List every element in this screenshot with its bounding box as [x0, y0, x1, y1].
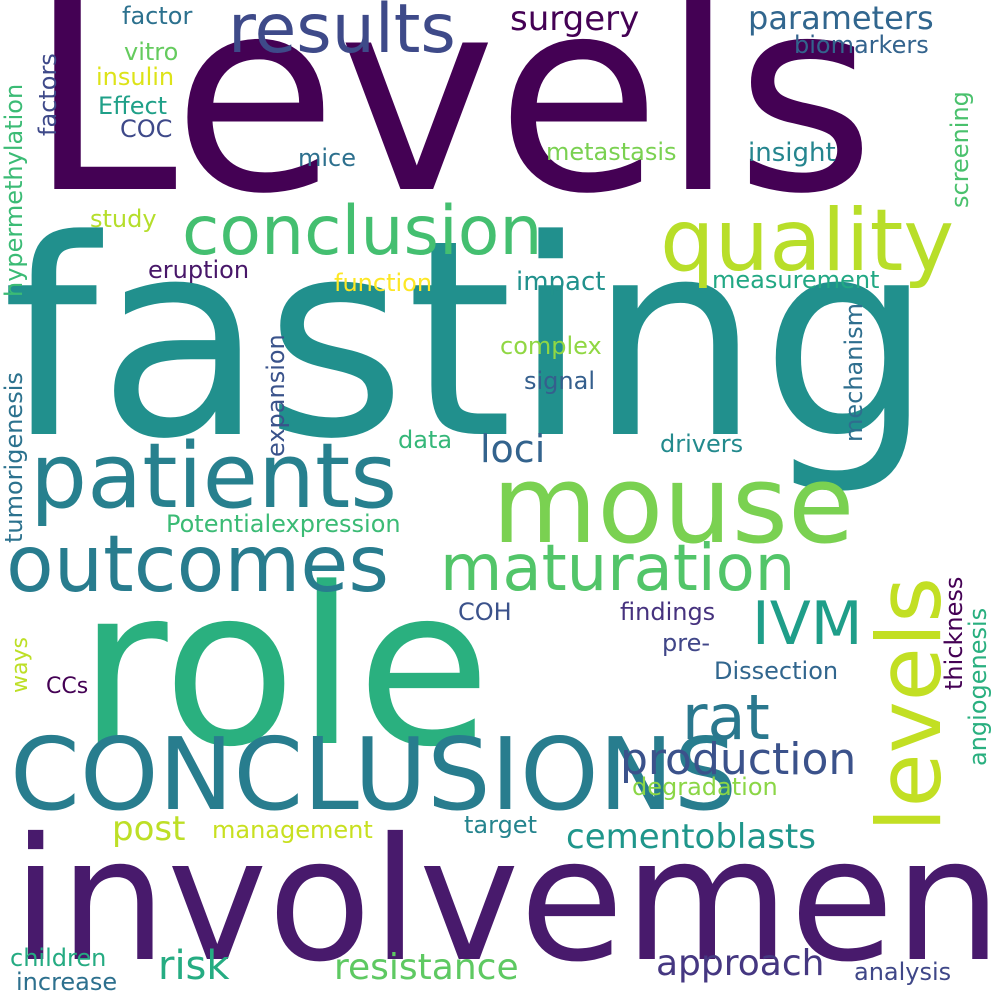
word-signal: signal	[524, 367, 595, 395]
word-mouse: mouse	[492, 443, 855, 568]
word-angiogenesis: angiogenesis	[964, 607, 992, 766]
word-results: results	[228, 0, 456, 69]
word-expansion: expansion	[262, 334, 290, 457]
word-mice: mice	[298, 144, 357, 172]
word-resistance: resistance	[334, 947, 519, 988]
word-metastasis: metastasis	[546, 138, 677, 166]
word-approach: approach	[656, 943, 825, 984]
word-screening: screening	[946, 91, 974, 208]
word-parameters: parameters	[748, 0, 934, 37]
word-coc: COC	[120, 115, 173, 143]
word-analysis: analysis	[854, 958, 952, 986]
word-involvement: involvement	[12, 802, 1000, 1000]
word-outcomes: outcomes	[6, 520, 389, 610]
word-cementoblasts: cementoblasts	[566, 817, 816, 857]
word-ways: ways	[8, 637, 33, 693]
word-management: management	[212, 816, 373, 844]
word-quality: quality	[660, 191, 955, 291]
word-data: data	[398, 426, 453, 454]
word-mechanism: mechanism	[840, 302, 868, 442]
word-rat: rat	[682, 681, 770, 754]
word-children: children	[10, 944, 107, 972]
word-findings: findings	[620, 598, 716, 626]
word-post: post	[112, 809, 186, 849]
word-role: role	[78, 542, 491, 795]
word-maturation: maturation	[440, 532, 796, 606]
word-risk: risk	[158, 943, 230, 989]
word-eruption: eruption	[148, 256, 250, 284]
word-biomarkers: biomarkers	[794, 31, 929, 59]
word-pre: pre-	[662, 629, 710, 657]
word-degradation: degradation	[632, 773, 778, 801]
word-conclusion: conclusion	[182, 192, 543, 271]
word-increase: increase	[16, 968, 118, 996]
word-loci: loci	[480, 427, 546, 471]
word-coh: COH	[458, 598, 512, 626]
word-ccs: CCs	[46, 674, 89, 699]
word-vitro: vitro	[124, 38, 179, 66]
word-patients: patients	[30, 424, 398, 529]
word-dissection: Dissection	[714, 657, 839, 685]
word-function: function	[334, 269, 433, 297]
word-target: target	[464, 811, 537, 839]
word-thickness: thickness	[940, 576, 968, 690]
word-hypermethylation: hypermethylation	[0, 83, 28, 297]
word-ivm: IVM	[752, 589, 863, 659]
word-tumorigenesis: tumorigenesis	[0, 372, 28, 543]
word-impact: impact	[516, 267, 606, 297]
word-surgery: surgery	[510, 0, 640, 39]
word-drivers: drivers	[660, 430, 744, 458]
word-insight: insight	[748, 138, 836, 168]
word-measurement: measurement	[712, 266, 880, 294]
word-potentialexpression: Potentialexpression	[166, 510, 401, 538]
word-factor: factor	[122, 2, 193, 30]
word-production: production	[620, 734, 857, 785]
word-complex: complex	[500, 332, 602, 360]
word-study: study	[90, 205, 157, 233]
word-factors: factors	[34, 53, 62, 136]
word-insulin: insulin	[96, 63, 175, 91]
word-effect: Effect	[98, 92, 168, 120]
word-levels-capital: Levels	[28, 0, 876, 253]
word-conclusions-caps: CONCLUSIONS	[10, 716, 738, 833]
word-fasting: fasting	[2, 183, 934, 499]
